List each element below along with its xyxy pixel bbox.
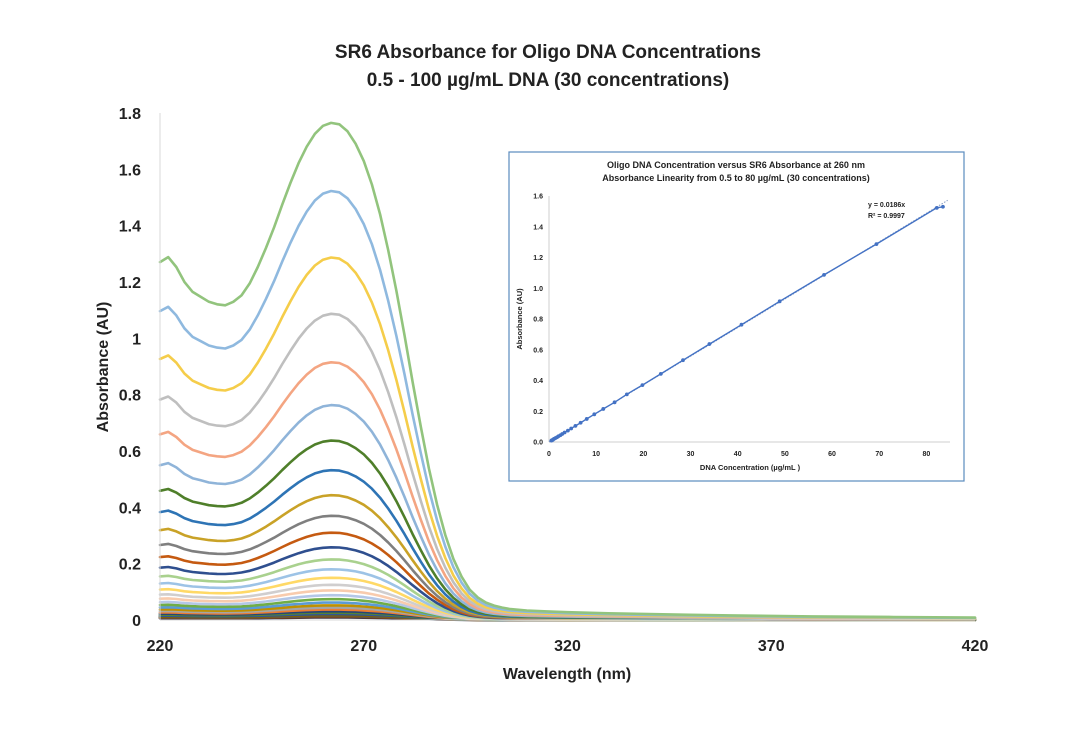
- main-x-tick-label: 220: [147, 638, 174, 655]
- inset-data-point: [562, 430, 567, 435]
- inset-x-tick-label: 50: [781, 451, 789, 458]
- inset-data-point: [612, 400, 617, 405]
- inset-y-tick-label: 1.0: [533, 286, 543, 293]
- inset-x-tick-label: 30: [687, 451, 695, 458]
- spectrum-series-line: [158, 468, 977, 621]
- inset-y-tick-label: 0.4: [533, 378, 543, 385]
- main-chart-subtitle: 0.5 - 100 µg/mL DNA (30 concentrations): [367, 70, 730, 91]
- inset-data-point: [941, 204, 945, 209]
- inset-data-point: [578, 420, 583, 425]
- inset-equation: y = 0.0186x: [868, 202, 905, 209]
- inset-y-axis-label: Absorbance (AU): [515, 288, 524, 350]
- inset-data-point: [874, 242, 879, 247]
- inset-data-point: [681, 358, 685, 363]
- inset-y-tick-label: 0.8: [533, 317, 543, 324]
- inset-data-point: [601, 407, 606, 411]
- inset-x-tick-label: 40: [734, 451, 742, 458]
- main-y-tick-label: 1.2: [119, 275, 141, 292]
- inset-data-point: [584, 417, 589, 421]
- inset-subtitle: Absorbance Linearity from 0.5 to 80 µg/m…: [602, 173, 870, 183]
- main-y-tick-label: 1: [132, 331, 141, 348]
- inset-y-tick-label: 0.2: [533, 409, 543, 416]
- inset-data-point: [565, 428, 570, 433]
- inset-data-point: [592, 412, 597, 417]
- inset-x-tick-label: 10: [592, 451, 600, 458]
- inset-data-point: [658, 371, 663, 376]
- inset-r-squared: R² = 0.9997: [868, 213, 905, 220]
- inset-x-tick-label: 20: [639, 451, 647, 458]
- inset-data-point: [707, 342, 712, 346]
- inset-x-tick-label: 60: [828, 451, 836, 458]
- inset-y-tick-labels: 0.0 0.2 0.4 0.6 0.8 1.0 1.2 1.4 1.6: [533, 194, 543, 447]
- main-y-axis-label: Absorbance (AU): [95, 302, 112, 433]
- inset-frame: [508, 151, 965, 482]
- inset-x-tick-label: 0: [547, 451, 551, 458]
- main-x-tick-label: 320: [554, 638, 581, 655]
- inset-y-tick-label: 0.0: [533, 440, 543, 447]
- main-y-tick-label: 0.2: [119, 557, 141, 574]
- inset-y-tick-label: 0.6: [533, 347, 543, 354]
- main-x-tick-labels: 220 270 320 370 420: [147, 638, 989, 655]
- main-x-tick-label: 420: [962, 638, 989, 655]
- main-x-axis-label: Wavelength (nm): [503, 666, 631, 683]
- main-x-tick-label: 370: [758, 638, 785, 655]
- inset-plot-area: [548, 199, 948, 443]
- inset-data-point: [624, 392, 629, 397]
- inset-data-point: [640, 383, 645, 388]
- main-y-tick-label: 1.4: [119, 219, 141, 236]
- inset-x-tick-label: 70: [875, 451, 883, 458]
- inset-data-point: [569, 426, 574, 431]
- inset-x-tick-labels: 0 10 20 30 40 50 60 70 80: [547, 451, 930, 458]
- spectrum-series-line: [158, 514, 977, 621]
- main-y-tick-label: 0.8: [119, 388, 141, 405]
- main-y-tick-label: 1.6: [119, 162, 141, 179]
- spectrum-series-line: [158, 493, 977, 621]
- main-chart-title: SR6 Absorbance for Oligo DNA Concentrati…: [335, 42, 761, 63]
- inset-data-point: [777, 299, 782, 304]
- main-x-tick-label: 270: [350, 638, 377, 655]
- inset-data-point: [822, 272, 826, 277]
- main-y-tick-label: 0.6: [119, 444, 141, 461]
- main-axes: [159, 113, 975, 621]
- inset-y-tick-label: 1.6: [533, 194, 543, 201]
- inset-y-tick-label: 1.2: [533, 255, 543, 262]
- inset-x-tick-label: 80: [923, 451, 931, 458]
- main-y-tick-label: 1.8: [119, 106, 141, 123]
- spectrum-series-line: [158, 121, 977, 619]
- inset-data-point: [739, 322, 744, 327]
- inset-x-axis-label: DNA Concentration (µg/mL ): [700, 463, 801, 472]
- inset-title: Oligo DNA Concentration versus SR6 Absor…: [607, 160, 865, 170]
- inset-y-tick-label: 1.4: [533, 224, 543, 231]
- inset-chart: Oligo DNA Concentration versus SR6 Absor…: [508, 151, 965, 482]
- main-y-tick-label: 0.4: [119, 500, 141, 517]
- main-y-tick-labels: 0 0.2 0.4 0.6 0.8 1 1.2 1.4 1.6 1.8: [119, 106, 141, 630]
- inset-data-point: [934, 205, 939, 210]
- main-y-tick-label: 0: [132, 613, 141, 630]
- inset-data-point: [573, 423, 578, 428]
